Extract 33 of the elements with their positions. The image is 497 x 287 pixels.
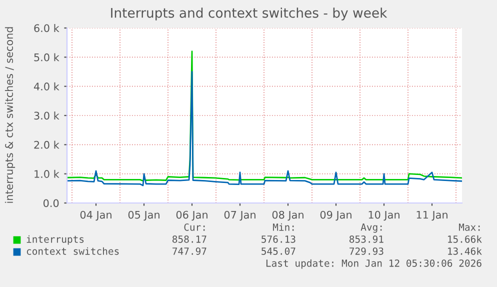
y-tick-label: 4.0 k <box>34 82 60 90</box>
legend-label: context switches <box>26 247 119 255</box>
x-tick-label: 05 Jan <box>128 210 160 221</box>
x-tick-label: 04 Jan <box>80 210 112 221</box>
chart-title: Interrupts and context switches - by week <box>111 8 388 20</box>
x-tick-label: 11 Jan <box>416 210 448 221</box>
text: 729.93 <box>350 247 384 255</box>
text: 13.46k <box>448 247 482 255</box>
x-tick-label: 08 Jan <box>272 210 304 221</box>
x-tick-label: 07 Jan <box>224 210 256 221</box>
y-tick-label: 3.0 k <box>34 112 60 120</box>
text: Max: <box>458 224 480 231</box>
text: Min: <box>272 223 294 231</box>
text: Avg: <box>360 224 382 233</box>
text: 858.17 <box>172 235 206 243</box>
legend-label: interrupts <box>26 235 84 245</box>
y-tick-label: 0.0 <box>43 199 59 208</box>
x-tick-label: 06 Jan <box>176 210 208 221</box>
line-series <box>67 71 462 186</box>
text: Cur: <box>184 223 205 231</box>
text: 545.07 <box>262 247 296 255</box>
y-tick-label: 1.0 k <box>34 170 60 178</box>
y-tick-label: 6.0 k <box>34 24 60 32</box>
x-tick-label: 10 Jan <box>368 210 400 221</box>
text: 576.13 <box>262 235 296 243</box>
text: Last update: Mon Jan 12 05:30:06 2026 <box>266 259 482 269</box>
y-tick-label: 2.0 k <box>34 140 60 149</box>
text: 747.97 <box>172 247 206 255</box>
y-axis-title: interrupts & ctx switches / second <box>4 27 16 203</box>
x-tick-label: 09 Jan <box>320 210 352 221</box>
text: 853.91 <box>350 235 384 243</box>
y-tick-label: 5.0 k <box>34 53 60 62</box>
text: 15.66k <box>448 235 482 243</box>
